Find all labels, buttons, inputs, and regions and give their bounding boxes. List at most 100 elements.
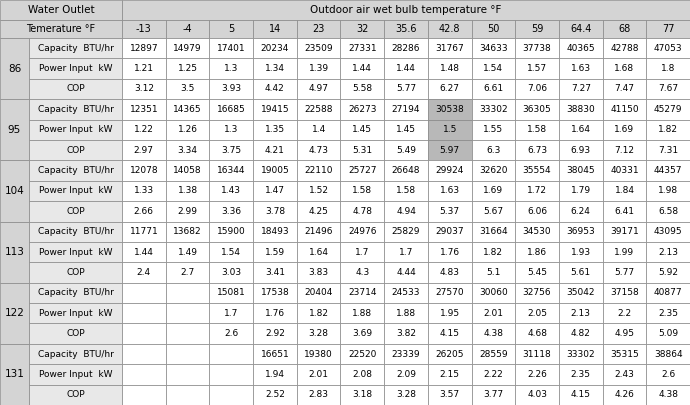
Bar xyxy=(647,79,690,99)
Text: 1.44: 1.44 xyxy=(353,64,372,73)
Text: 42.8: 42.8 xyxy=(439,24,460,34)
Bar xyxy=(0,283,29,344)
Bar xyxy=(559,140,602,160)
Bar xyxy=(209,20,253,38)
Bar xyxy=(122,222,166,242)
Text: 30538: 30538 xyxy=(435,105,464,114)
Bar xyxy=(29,324,122,344)
Bar xyxy=(602,58,647,79)
Text: 1.64: 1.64 xyxy=(571,125,591,134)
Bar xyxy=(340,181,384,201)
Text: 25829: 25829 xyxy=(392,227,420,236)
Text: 1.54: 1.54 xyxy=(484,64,504,73)
Bar xyxy=(0,222,29,283)
Text: 1.88: 1.88 xyxy=(396,309,416,318)
Text: 1.35: 1.35 xyxy=(265,125,285,134)
Text: 1.21: 1.21 xyxy=(134,64,154,73)
Bar xyxy=(471,283,515,303)
Text: 3.41: 3.41 xyxy=(265,268,285,277)
Bar xyxy=(602,222,647,242)
Text: 131: 131 xyxy=(5,369,24,379)
Text: 2.09: 2.09 xyxy=(396,370,416,379)
Bar xyxy=(166,222,209,242)
Text: 29924: 29924 xyxy=(435,166,464,175)
Bar xyxy=(253,79,297,99)
Bar xyxy=(340,303,384,324)
Text: 1.33: 1.33 xyxy=(134,186,154,196)
Text: 37738: 37738 xyxy=(523,44,551,53)
Text: 3.28: 3.28 xyxy=(308,329,328,338)
Bar xyxy=(515,79,559,99)
Bar xyxy=(559,303,602,324)
Text: 1.43: 1.43 xyxy=(221,186,242,196)
Bar xyxy=(559,79,602,99)
Text: 18493: 18493 xyxy=(261,227,289,236)
Text: 1.95: 1.95 xyxy=(440,309,460,318)
Text: 27570: 27570 xyxy=(435,288,464,297)
Text: 11771: 11771 xyxy=(130,227,158,236)
Text: 44357: 44357 xyxy=(654,166,682,175)
Text: 1.39: 1.39 xyxy=(308,64,328,73)
Bar xyxy=(384,262,428,283)
Text: 3.34: 3.34 xyxy=(177,146,197,155)
Bar xyxy=(29,201,122,222)
Bar xyxy=(384,242,428,262)
Bar xyxy=(209,283,253,303)
Bar xyxy=(166,242,209,262)
Text: 4.3: 4.3 xyxy=(355,268,369,277)
Bar xyxy=(122,99,166,119)
Text: 35554: 35554 xyxy=(523,166,551,175)
Text: 22110: 22110 xyxy=(304,166,333,175)
Text: 32756: 32756 xyxy=(523,288,551,297)
Bar xyxy=(297,38,340,58)
Text: 1.58: 1.58 xyxy=(353,186,373,196)
Text: COP: COP xyxy=(66,85,85,94)
Text: 1.82: 1.82 xyxy=(484,247,504,257)
Bar xyxy=(166,79,209,99)
Bar xyxy=(253,20,297,38)
Bar xyxy=(602,99,647,119)
Bar xyxy=(166,181,209,201)
Bar xyxy=(515,160,559,181)
Text: 2.6: 2.6 xyxy=(661,370,676,379)
Text: 3.83: 3.83 xyxy=(308,268,328,277)
Bar xyxy=(297,283,340,303)
Text: 1.82: 1.82 xyxy=(658,125,678,134)
Text: 1.49: 1.49 xyxy=(177,247,197,257)
Bar xyxy=(602,20,647,38)
Bar xyxy=(29,385,122,405)
Text: 45279: 45279 xyxy=(654,105,682,114)
Text: 7.47: 7.47 xyxy=(615,85,635,94)
Bar xyxy=(209,58,253,79)
Bar xyxy=(340,79,384,99)
Bar xyxy=(253,58,297,79)
Text: 12897: 12897 xyxy=(130,44,158,53)
Bar xyxy=(166,160,209,181)
Text: 17401: 17401 xyxy=(217,44,246,53)
Text: 2.52: 2.52 xyxy=(265,390,285,399)
Bar xyxy=(515,201,559,222)
Bar xyxy=(209,385,253,405)
Text: 1.3: 1.3 xyxy=(224,64,239,73)
Bar xyxy=(122,303,166,324)
Bar xyxy=(29,58,122,79)
Bar xyxy=(297,262,340,283)
Text: COP: COP xyxy=(66,207,85,216)
Text: 2.43: 2.43 xyxy=(615,370,634,379)
Bar xyxy=(29,344,122,364)
Text: 1.38: 1.38 xyxy=(177,186,197,196)
Bar xyxy=(559,201,602,222)
Bar xyxy=(166,99,209,119)
Text: COP: COP xyxy=(66,329,85,338)
Text: 3.93: 3.93 xyxy=(221,85,242,94)
Bar xyxy=(428,364,471,385)
Text: Capacity  BTU/hr: Capacity BTU/hr xyxy=(37,166,113,175)
Bar xyxy=(29,38,122,58)
Bar xyxy=(29,140,122,160)
Bar xyxy=(384,283,428,303)
Bar xyxy=(559,283,602,303)
Text: 34530: 34530 xyxy=(523,227,551,236)
Text: 4.82: 4.82 xyxy=(571,329,591,338)
Bar xyxy=(384,364,428,385)
Text: Power Input  kW: Power Input kW xyxy=(39,125,112,134)
